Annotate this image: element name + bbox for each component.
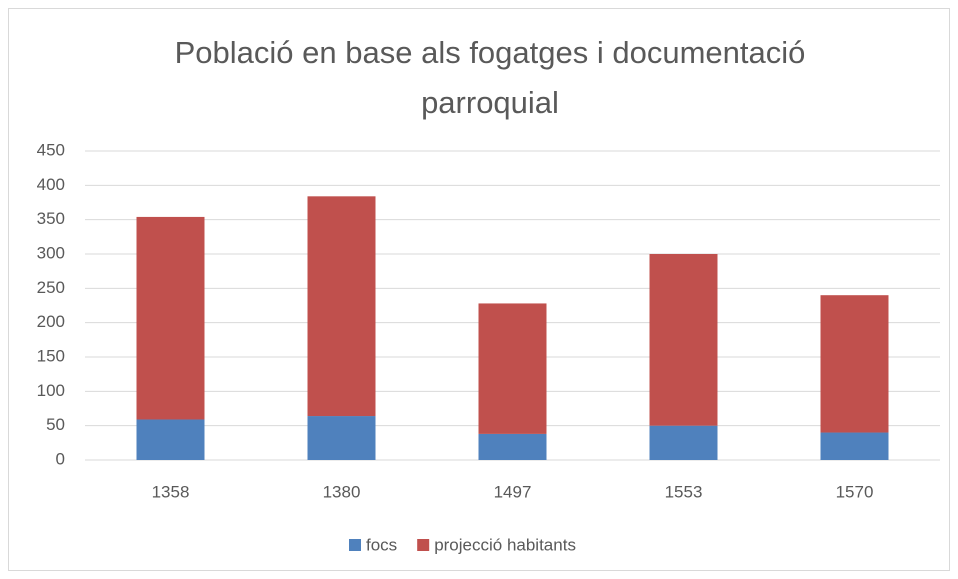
bar-segment: [307, 196, 376, 417]
bar-segment: [649, 425, 718, 460]
y-tick-label: 350: [37, 209, 65, 228]
y-tick-label: 300: [37, 243, 65, 262]
bar-segment: [136, 216, 205, 420]
y-tick-label: 200: [37, 312, 65, 331]
legend-label: focs: [366, 535, 397, 554]
bar-segment: [307, 416, 376, 460]
bar-segment: [820, 295, 889, 433]
bar-segment: [820, 432, 889, 460]
legend-swatch: [417, 539, 430, 551]
y-tick-label: 100: [37, 381, 65, 400]
chart-title: Població en base als fogatges i document…: [174, 35, 806, 120]
y-tick-label: 400: [37, 175, 65, 194]
x-tick-label: 1358: [152, 482, 190, 501]
y-tick-label: 250: [37, 278, 65, 297]
y-tick-label: 450: [37, 140, 65, 159]
x-tick-label: 1380: [323, 482, 361, 501]
x-tick-label: 1570: [836, 482, 874, 501]
legend-swatch: [349, 539, 361, 551]
x-tick-label: 1497: [494, 482, 532, 501]
bar-segment: [649, 254, 718, 426]
y-tick-label: 0: [56, 449, 65, 468]
bar-segment: [478, 303, 547, 434]
x-tick-label: 1553: [665, 482, 703, 501]
legend-label: projecció habitants: [434, 535, 576, 554]
bar-segment: [136, 419, 205, 460]
bar-segment: [478, 433, 547, 460]
y-tick-label: 150: [37, 346, 65, 365]
y-tick-label: 50: [46, 415, 65, 434]
